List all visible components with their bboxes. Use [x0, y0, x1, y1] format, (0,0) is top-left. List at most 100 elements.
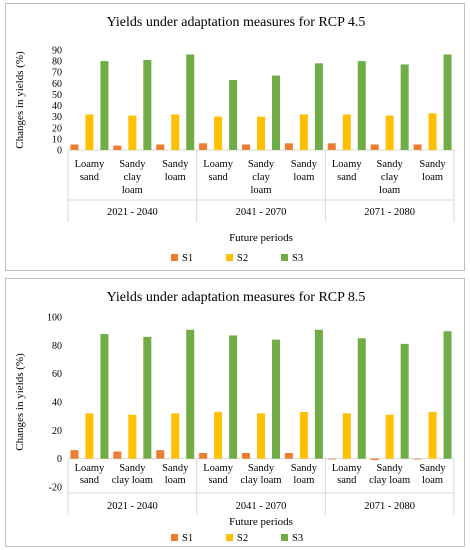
- category-label: loam: [122, 185, 143, 196]
- y-tick-label: 80: [52, 341, 62, 352]
- bar-s3-8: [443, 54, 452, 150]
- category-label: sand: [80, 172, 100, 183]
- bar-s3-4: [272, 339, 280, 459]
- bar-s3-7: [400, 343, 409, 459]
- category-label: Loamy: [203, 159, 233, 170]
- category-label: loam: [251, 185, 272, 196]
- y-tick-label: 70: [52, 68, 62, 79]
- legend-swatch-s3: [281, 534, 288, 541]
- category-label: clay loam: [112, 475, 153, 486]
- bar-s1-0: [70, 144, 79, 150]
- bar-s1-0: [70, 450, 79, 459]
- category-label: Sandy: [248, 159, 275, 170]
- y-tick-label: 20: [52, 123, 62, 134]
- category-label: Sandy: [162, 159, 189, 170]
- legend-label-s2: S2: [237, 253, 248, 264]
- category-label: Loamy: [75, 463, 105, 474]
- category-label: Loamy: [75, 159, 105, 170]
- period-label: 2071 - 2080: [364, 207, 415, 218]
- category-label: sand: [337, 475, 357, 486]
- bar-s2-3: [214, 116, 223, 150]
- category-label: Sandy: [419, 463, 446, 474]
- y-tick-label: 20: [52, 426, 62, 437]
- y-tick-label: 60: [52, 369, 62, 380]
- bar-s3-2: [186, 329, 195, 459]
- bar-s2-4: [257, 116, 265, 150]
- category-label: loam: [165, 172, 186, 183]
- category-label: loam: [293, 475, 314, 486]
- bar-s3-5: [314, 63, 323, 151]
- period-label: 2041 - 2070: [236, 501, 287, 512]
- y-tick-label: 0: [57, 146, 62, 157]
- bar-s3-4: [272, 75, 280, 150]
- category-label: loam: [293, 172, 314, 183]
- legend-swatch-s2: [226, 254, 233, 261]
- bar-s2-8: [428, 113, 437, 150]
- bar-s1-2: [156, 144, 165, 150]
- y-tick-label: 50: [52, 90, 62, 101]
- legend-label-s3: S3: [292, 253, 303, 264]
- legend-label-s1: S1: [182, 253, 193, 264]
- y-tick-label: 40: [52, 101, 62, 112]
- category-label: Sandy: [419, 159, 446, 170]
- bar-s3-7: [400, 64, 409, 150]
- category-label: Sandy: [248, 463, 275, 474]
- bar-s2-8: [428, 411, 437, 459]
- bar-s1-5: [284, 143, 293, 150]
- legend-swatch-s1: [171, 254, 178, 261]
- bar-s1-2: [156, 450, 165, 459]
- legend-label-s1: S1: [182, 533, 193, 544]
- bar-s2-1: [128, 414, 137, 459]
- category-label: Sandy: [377, 463, 404, 474]
- period-label: 2021 - 2040: [107, 501, 158, 512]
- bar-s2-0: [85, 413, 94, 459]
- legend-label-s3: S3: [292, 533, 303, 544]
- chart-panel-rcp45: Yields under adaptation measures for RCP…: [5, 3, 465, 271]
- category-label: loam: [422, 475, 443, 486]
- bar-s3-6: [357, 338, 366, 459]
- period-label: 2071 - 2080: [364, 501, 415, 512]
- category-label: clay loam: [369, 475, 410, 486]
- bar-s2-4: [257, 413, 265, 459]
- legend-swatch-s3: [281, 254, 288, 261]
- bar-s3-1: [143, 60, 152, 150]
- bar-s3-2: [186, 54, 195, 150]
- category-label: Loamy: [203, 463, 233, 474]
- bar-s1-8: [413, 144, 422, 150]
- category-label: clay: [124, 172, 142, 183]
- bar-s2-5: [299, 411, 308, 459]
- bar-s1-7: [370, 458, 379, 461]
- category-label: Loamy: [332, 159, 362, 170]
- period-label: 2021 - 2040: [107, 207, 158, 218]
- bar-s1-4: [242, 144, 250, 150]
- y-axis-title: Changes in yields (%): [14, 51, 26, 149]
- category-label: loam: [379, 185, 400, 196]
- bar-s2-3: [214, 411, 223, 459]
- bar-s2-0: [85, 114, 94, 150]
- bar-s2-6: [342, 114, 351, 150]
- category-label: Loamy: [332, 463, 362, 474]
- y-tick-label: 90: [52, 46, 62, 57]
- category-label: loam: [165, 475, 186, 486]
- bar-s3-6: [357, 61, 366, 150]
- category-label: clay loam: [240, 475, 281, 486]
- chart-panel-rcp85: Yields under adaptation measures for RCP…: [5, 278, 465, 547]
- bar-s2-7: [385, 115, 394, 150]
- period-label: 2041 - 2070: [236, 207, 287, 218]
- bar-s3-0: [100, 334, 109, 459]
- bar-s1-3: [199, 453, 208, 459]
- legend-label-s2: S2: [237, 533, 248, 544]
- category-label: clay: [381, 172, 399, 183]
- bar-s3-5: [314, 329, 323, 459]
- bar-s3-8: [443, 331, 452, 459]
- y-tick-label: 30: [52, 112, 62, 123]
- y-axis-title: Changes in yields (%): [14, 353, 26, 451]
- y-tick-label: 100: [47, 313, 62, 324]
- category-label: Sandy: [162, 463, 189, 474]
- category-label: Sandy: [119, 463, 146, 474]
- legend-swatch-s2: [226, 534, 233, 541]
- bar-s2-5: [299, 114, 308, 150]
- bar-s1-6: [327, 143, 336, 150]
- category-label: sand: [208, 172, 228, 183]
- bar-s2-1: [128, 115, 137, 150]
